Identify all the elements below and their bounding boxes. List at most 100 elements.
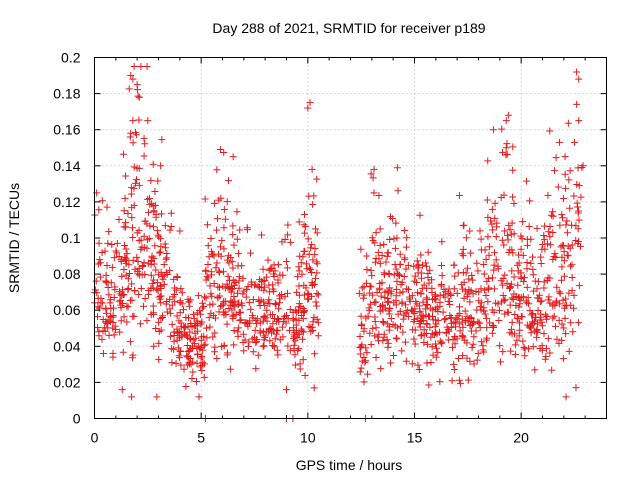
data-point [209,250,217,258]
data-point [519,218,527,226]
data-point [517,245,525,253]
data-point [252,338,260,346]
data-point [544,296,552,304]
data-point [392,265,400,273]
data-point [124,303,132,311]
data-point [192,378,200,386]
data-point [270,287,278,295]
data-point [550,312,558,320]
data-point [110,254,118,262]
data-point [507,325,515,333]
data-point [228,258,236,266]
data-point [119,150,127,158]
data-point [402,301,410,309]
data-point [157,282,165,290]
data-point [214,294,222,302]
data-point [510,273,518,281]
data-point [115,253,123,261]
data-point [543,240,551,248]
data-point [498,125,506,133]
data-point [441,316,449,324]
data-point [496,342,504,350]
data-point [501,310,509,318]
data-point [355,289,363,297]
data-point [243,224,251,232]
data-point [456,303,464,311]
data-point [226,301,234,309]
data-point [473,356,481,364]
data-point [574,209,582,217]
data-point [403,307,411,315]
data-point [103,203,111,211]
data-point [298,327,306,335]
data-point [480,270,488,278]
data-point [200,360,208,368]
data-point [450,261,458,269]
data-point [200,341,208,349]
data-point [528,311,536,319]
data-point [357,312,365,320]
data-point [260,313,268,321]
data-point [301,229,309,237]
data-point [218,342,226,350]
data-point [215,268,223,276]
data-point [380,269,388,277]
data-point [102,309,110,317]
data-point [425,279,433,287]
data-point [519,251,527,259]
data-point [256,276,264,284]
data-point [372,353,380,361]
data-point [235,284,243,292]
data-point [98,248,106,256]
data-point [411,340,419,348]
data-point [570,291,578,299]
data-point [94,260,102,268]
data-point [248,312,256,320]
data-point [484,157,492,165]
data-point [314,291,322,299]
data-point [548,366,556,374]
data-point [155,318,163,326]
data-point [252,320,260,328]
data-point [565,176,573,184]
data-point [549,229,557,237]
data-point [224,272,232,280]
data-point [498,236,506,244]
data-point [153,279,161,287]
data-point [417,274,425,282]
data-point [486,243,494,251]
data-point [408,360,416,368]
data-point [308,269,316,277]
data-point [484,298,492,306]
data-point [432,316,440,324]
data-point [122,245,130,253]
data-point [413,262,421,270]
data-point [452,318,460,326]
data-point [106,317,114,325]
data-point [211,329,219,337]
data-point [170,275,178,283]
data-point [491,199,499,207]
data-point [197,336,205,344]
data-point [432,320,440,328]
data-point [138,243,146,251]
data-point [560,248,568,256]
data-point [101,247,109,255]
data-point [566,167,574,175]
data-point [94,303,102,311]
data-point [173,336,181,344]
data-point [209,333,217,341]
data-point [195,393,203,401]
data-point [534,307,542,315]
data-point [425,381,433,389]
data-point [549,314,557,322]
data-point [224,283,232,291]
data-point [157,292,165,300]
data-point [161,244,169,252]
data-point [297,259,305,267]
data-point [413,278,421,286]
data-point [540,232,548,240]
y-axis-title: SRMTID / TECUs [6,183,22,293]
data-point [442,315,450,323]
